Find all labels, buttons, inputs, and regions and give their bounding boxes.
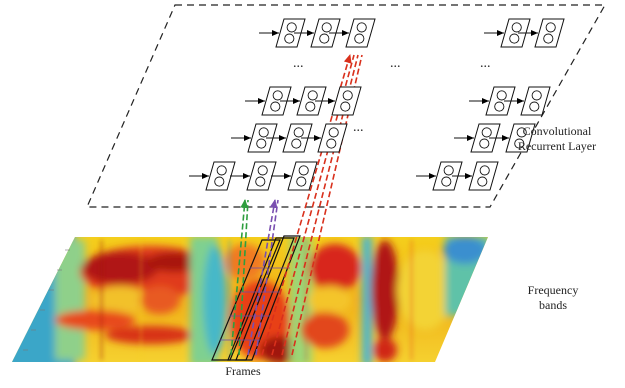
recurrent-unit-cell	[282, 123, 313, 153]
recurrent-unit-cell	[505, 123, 536, 153]
convolutional-recurrent-layer-label: Convolutional Recurrent Layer	[498, 124, 616, 154]
layer-plane	[86, 4, 607, 208]
red-arrow-1	[261, 54, 352, 356]
frequency-bands-label: Frequency bands	[498, 283, 608, 313]
recurrent-unit-cell	[287, 161, 318, 191]
recurrent-unit-cell	[310, 18, 341, 48]
spectrogram-ticks	[23, 249, 70, 351]
recurrent-unit-cell	[345, 18, 376, 48]
frame-window-3	[235, 235, 301, 361]
purple-arrow	[247, 199, 278, 356]
ellipsis-top-right: ...	[480, 56, 491, 71]
recurrent-unit-cell	[432, 161, 463, 191]
recurrent-unit-cell	[470, 123, 501, 153]
green-arrow-2	[238, 199, 249, 356]
ellipsis-top-left: ...	[293, 56, 304, 71]
recurrent-unit-cell	[247, 123, 278, 153]
recurrent-unit-cell	[296, 86, 327, 116]
layer-label-line-2: Recurrent Layer	[517, 139, 597, 153]
recurrent-unit-cell	[520, 86, 551, 116]
frame-grid-lines	[220, 267, 290, 341]
frames-label: Frames	[225, 364, 261, 378]
recurrent-cells	[189, 18, 565, 191]
recurrent-unit-cell	[246, 161, 277, 191]
recurrent-unit-cell	[468, 161, 499, 191]
recurrent-unit-cell	[317, 123, 348, 153]
frame-windows	[211, 235, 301, 361]
ellipsis-group: ... ... ... ...	[293, 56, 491, 135]
recurrent-unit-cell	[331, 86, 362, 116]
recurrent-unit-cell	[485, 86, 516, 116]
green-arrow	[230, 199, 249, 356]
layer-label-line-1: Convolutional	[522, 124, 592, 138]
recurrent-unit-cell	[275, 18, 306, 48]
frequency-label-line-1: Frequency	[527, 283, 579, 297]
ellipsis-middle: ...	[353, 120, 364, 135]
recurrent-unit-cell	[261, 86, 292, 116]
frequency-label-line-2: bands	[539, 298, 567, 312]
ellipsis-top-middle: ...	[390, 56, 401, 71]
recurrent-unit-cell	[534, 18, 565, 48]
purple-arrow-2	[255, 199, 279, 356]
recurrent-unit-cell	[500, 18, 531, 48]
red-arrow-2	[271, 54, 355, 356]
recurrent-unit-cell	[205, 161, 236, 191]
